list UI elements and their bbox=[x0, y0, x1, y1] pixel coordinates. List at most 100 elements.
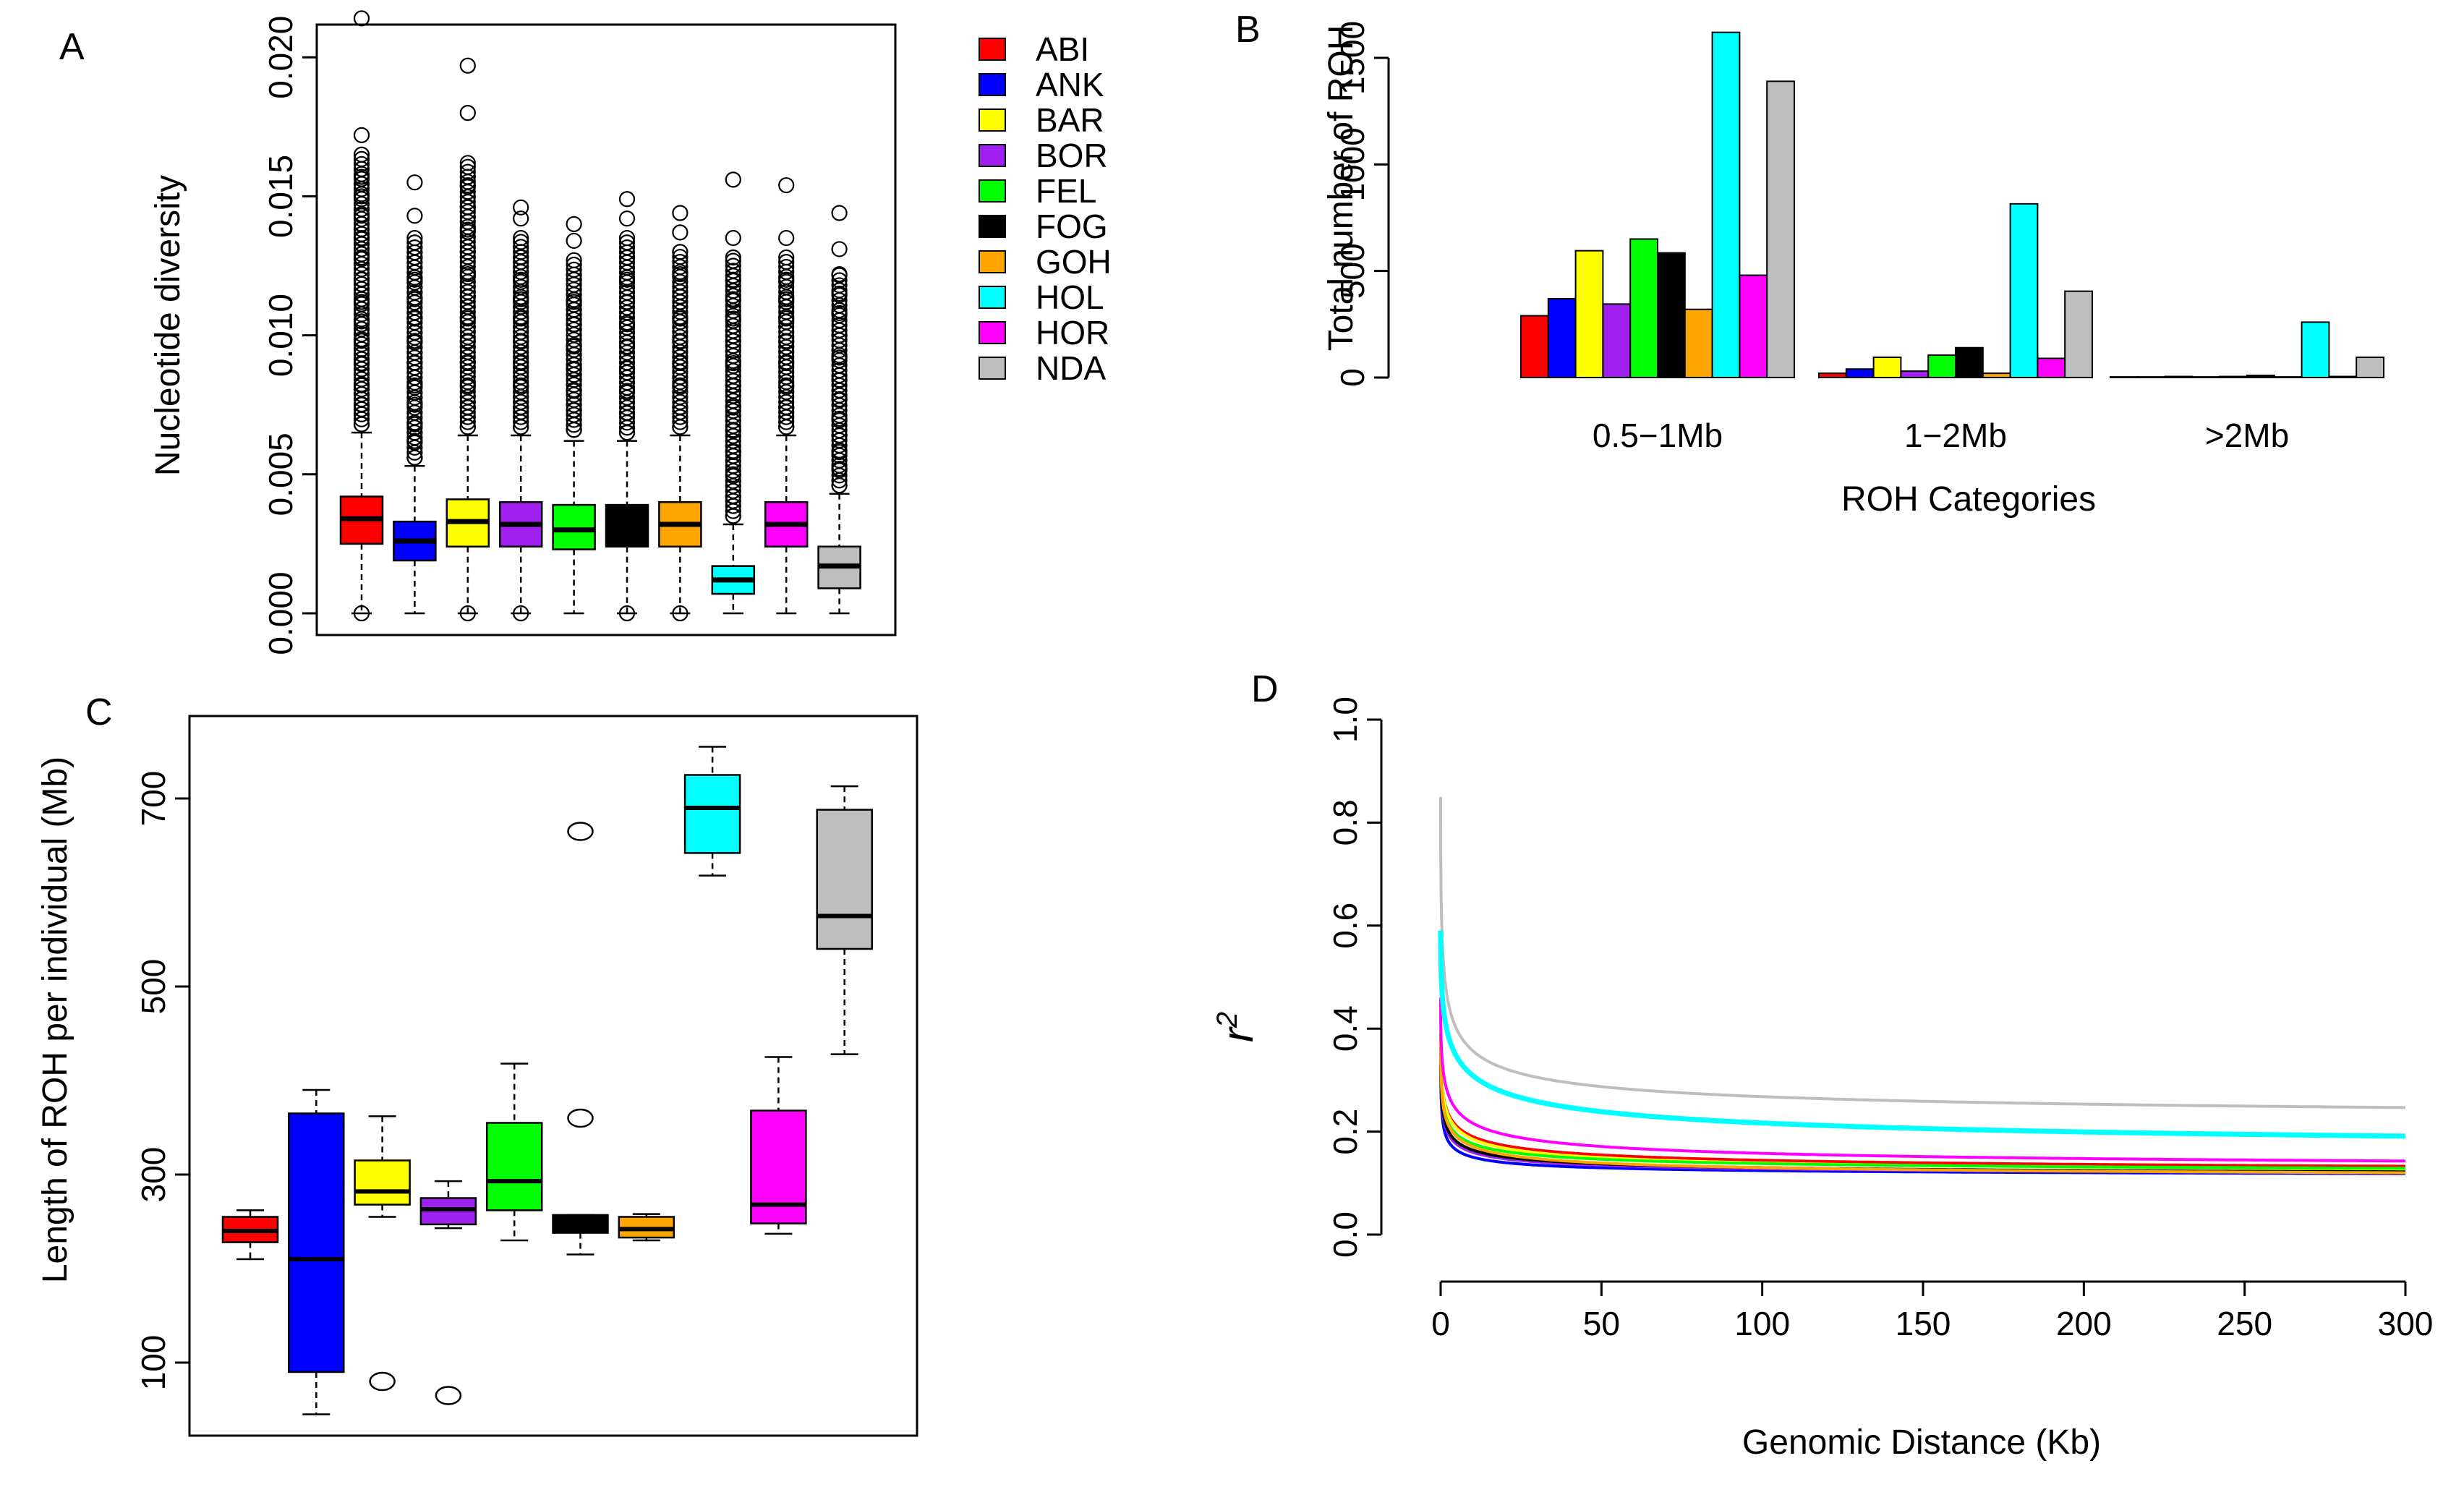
panel-a-outlier bbox=[831, 304, 848, 321]
panel-a-outlier bbox=[618, 425, 636, 441]
panel-a-outlier bbox=[406, 377, 423, 393]
panel-a-outlier bbox=[406, 449, 423, 466]
panel-a-outlier bbox=[353, 333, 370, 349]
panel-c-y-tick-label: 700 bbox=[135, 771, 172, 827]
panel-a-outlier bbox=[778, 419, 795, 435]
panel-a-outlier bbox=[725, 399, 741, 416]
panel-a-outlier bbox=[513, 199, 529, 216]
panel-c-box-BAR bbox=[354, 1159, 411, 1206]
panel-a-outlier bbox=[725, 488, 741, 505]
panel-a-box-FEL bbox=[552, 503, 596, 550]
panel-a-outlier bbox=[618, 316, 636, 333]
panel-b-bar-FEL bbox=[1629, 238, 1658, 379]
panel-d-line-NDA bbox=[1439, 796, 2406, 1109]
panel-a-outlier bbox=[513, 399, 529, 416]
panel-d-y-tick-label: 0.8 bbox=[1326, 799, 1364, 845]
panel-a-outlier bbox=[513, 310, 529, 327]
panel-a-outlier bbox=[672, 265, 689, 283]
panel-b-bar-HOR bbox=[1739, 274, 1768, 378]
panel-c-letter: C bbox=[85, 691, 113, 733]
panel-a-outlier bbox=[618, 239, 636, 256]
panel-a-outlier bbox=[513, 354, 529, 372]
panel-b-bar-BOR bbox=[1900, 370, 1930, 378]
panel-a-outlier bbox=[353, 127, 370, 143]
panel-c-box-NDA bbox=[816, 809, 873, 950]
panel-d-x-tick-label: 250 bbox=[2217, 1305, 2272, 1342]
panel-a-outlier bbox=[459, 104, 476, 122]
panel-a-outlier bbox=[618, 360, 636, 377]
panel-c-y-axis: 100 300 500 700 bbox=[135, 771, 189, 1390]
panel-a-outlier bbox=[672, 333, 689, 349]
panel-d-line-HOR bbox=[1439, 997, 2406, 1163]
panel-b-bar-FEL bbox=[2219, 375, 2248, 379]
panel-a-outlier bbox=[459, 310, 476, 327]
panel-c: C 100 300 500 700 Length of ROH per individ… bbox=[36, 691, 918, 1437]
panel-a-legend-label-NDA: NDA bbox=[1036, 349, 1106, 387]
panel-a-outlier bbox=[566, 294, 582, 310]
panel-c-boxes bbox=[221, 746, 873, 1415]
panel-a-outlier bbox=[831, 391, 848, 408]
panel-c-plot-frame bbox=[188, 715, 918, 1437]
panel-a-y-axis: 0.000 0.005 0.010 0.015 0.020 bbox=[262, 16, 318, 655]
panel-a-outlier bbox=[513, 377, 529, 393]
panel-a-outlier bbox=[353, 229, 370, 247]
panel-b-bars bbox=[1520, 31, 2384, 379]
panel-d-x-tick-label: 150 bbox=[1896, 1305, 1951, 1342]
panel-a-outlier bbox=[459, 155, 476, 171]
panel-a-legend-swatch-ABI bbox=[979, 38, 1006, 61]
panel-a-outlier bbox=[672, 249, 689, 265]
panel-a-outlier bbox=[672, 288, 689, 304]
panel-a-outlier bbox=[672, 205, 689, 221]
panel-a-outlier bbox=[353, 354, 370, 372]
panel-a-outlier bbox=[459, 176, 476, 194]
panel-b-bar-HOL bbox=[1711, 31, 1741, 378]
panel-a-outlier bbox=[725, 263, 741, 279]
panel-a-outlier bbox=[566, 383, 582, 399]
panel-c-y-label: Length of ROH per individual (Mb) bbox=[36, 757, 74, 1283]
panel-b-y-tick-label: 0 bbox=[1334, 368, 1371, 387]
panel-b-bar-NDA bbox=[2356, 357, 2384, 378]
panel-a-y-tick-label: 0.020 bbox=[262, 16, 299, 99]
panel-a-outlier bbox=[406, 174, 423, 191]
panel-a-outlier bbox=[353, 155, 370, 172]
panel-b-bar-FOG bbox=[1657, 252, 1686, 378]
panel-b-bar-BAR bbox=[1574, 250, 1604, 378]
panel-b: B 0 500 1000 1500 0.5−1Mb 1−2Mb >2Mb Total nu… bbox=[1235, 9, 2384, 519]
panel-a-outlier bbox=[778, 254, 795, 270]
panel-d-line-GOH bbox=[1439, 1039, 2406, 1175]
panel-a-outlier bbox=[353, 146, 370, 163]
panel-a-outlier bbox=[406, 416, 423, 433]
panel-a-outlier bbox=[725, 443, 741, 461]
panel-c-y-tick-label: 500 bbox=[135, 959, 172, 1015]
panel-a-outlier bbox=[778, 354, 795, 372]
panel-a-outlier bbox=[513, 419, 529, 435]
panel-a-outlier bbox=[513, 229, 529, 247]
panel-b-bar-HOL bbox=[2009, 203, 2039, 379]
panel-d-letter: D bbox=[1251, 668, 1279, 710]
panel-d-line-ABI bbox=[1439, 1034, 2405, 1168]
panel-b-bar-ABI bbox=[2110, 376, 2139, 379]
panel-c-outlier bbox=[567, 822, 594, 841]
panel-a-outlier bbox=[725, 422, 741, 438]
panel-a-legend-swatch-NDA bbox=[979, 357, 1006, 380]
panel-a-legend-label-ANK: ANK bbox=[1036, 66, 1104, 103]
panel-a-outlier bbox=[566, 338, 582, 355]
panel-a-outlier bbox=[831, 327, 848, 344]
panel-b-bar-FEL bbox=[1927, 354, 1956, 378]
panel-c-box-HOL bbox=[683, 774, 741, 854]
panel-a-outlier bbox=[725, 291, 741, 307]
panel-a-outlier bbox=[778, 333, 795, 349]
panel-a-outlier bbox=[618, 383, 636, 399]
panel-a-boxes bbox=[339, 10, 861, 622]
panel-d-line-HOL bbox=[1438, 930, 2406, 1139]
panel-a-outlier bbox=[725, 171, 741, 188]
panel-a-outlier bbox=[353, 271, 370, 288]
panel-a-outlier bbox=[778, 291, 795, 307]
panel-b-bar-HOL bbox=[2301, 321, 2330, 378]
panel-d-x-tick-label: 200 bbox=[2056, 1305, 2112, 1342]
panel-a-outlier bbox=[725, 271, 741, 288]
panel-a-outlier bbox=[353, 605, 370, 622]
panel-a-outlier bbox=[618, 271, 636, 288]
panel-a-outlier bbox=[566, 422, 582, 438]
